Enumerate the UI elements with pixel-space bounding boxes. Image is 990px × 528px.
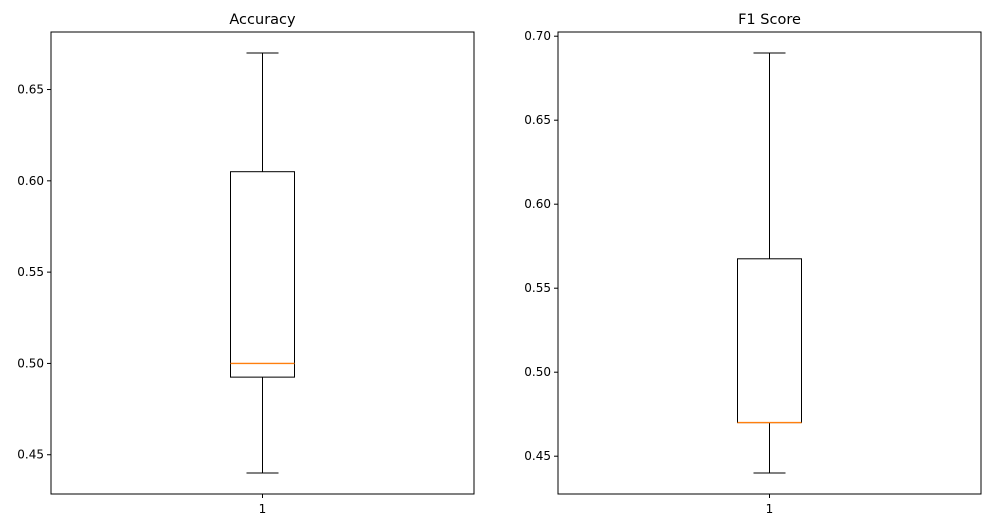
accuracy-chart: Accuracy 0.45 0.50 0.55 0.60 0.65 1	[17, 12, 475, 516]
axes-frame	[557, 31, 982, 495]
chart-title: F1 Score	[738, 12, 801, 28]
axes-frame	[50, 31, 475, 495]
y-tick-label: 0.60	[524, 197, 551, 211]
y-tick-label: 0.50	[524, 365, 551, 379]
x-tick-label: 1	[259, 502, 267, 516]
y-tick-label: 0.70	[524, 29, 551, 43]
f1-score-chart: F1 Score 0.45 0.50 0.55 0.60 0.65 0.70 1	[524, 12, 982, 516]
y-tick-label: 0.55	[17, 265, 44, 279]
y-tick-label: 0.50	[17, 356, 44, 370]
iqr-box	[230, 171, 295, 378]
y-tick-label: 0.55	[524, 281, 551, 295]
chart-title: Accuracy	[229, 12, 296, 28]
y-tick-label: 0.45	[17, 448, 44, 462]
box-plot-1	[737, 52, 802, 474]
y-tick-label: 0.60	[17, 174, 44, 188]
y-tick-label: 0.65	[17, 83, 44, 97]
box-plot-1	[230, 52, 295, 474]
y-tick-label: 0.45	[524, 449, 551, 463]
y-tick-label: 0.65	[524, 113, 551, 127]
x-tick-label: 1	[766, 502, 774, 516]
